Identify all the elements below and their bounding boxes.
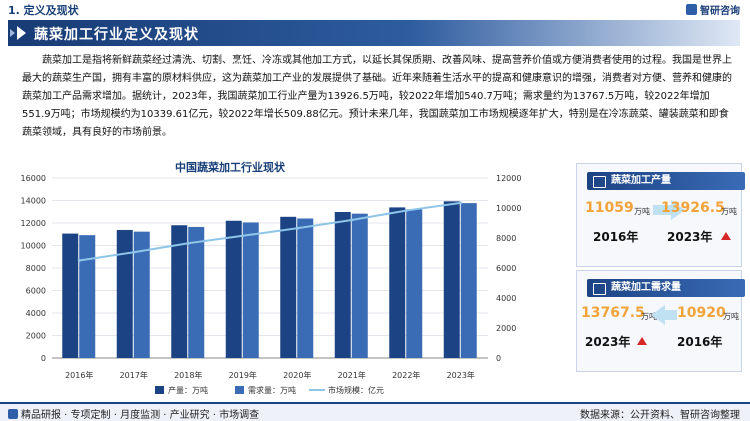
- y-left-tick-label: 4000: [26, 309, 46, 318]
- point-market-size: [350, 218, 354, 222]
- y-right-tick-label: 8000: [496, 234, 516, 243]
- x-tick-label: 2018年: [174, 370, 202, 380]
- y-left-tick-label: 8000: [26, 264, 46, 273]
- panel-demand: 蔬菜加工需求量 13767.5 万吨 10920 万吨 2023年 2016年: [576, 270, 745, 372]
- legend-swatch: [235, 386, 244, 394]
- chart-icon: [593, 283, 606, 295]
- bar-demand: [188, 226, 205, 358]
- legend-label: 市场规模：亿元: [328, 385, 384, 395]
- title-bar: 蔬菜加工行业定义及现状: [8, 20, 740, 46]
- demand-from-year: 2023年: [585, 335, 631, 349]
- production-to-year: 2023年: [667, 230, 713, 244]
- y-left-tick-label: 6000: [26, 287, 46, 296]
- point-market-size: [77, 259, 81, 262]
- bar-demand: [133, 231, 150, 358]
- production-2016-value: 11059: [585, 200, 634, 216]
- up-arrow-icon: [637, 337, 647, 345]
- bar-production: [171, 225, 188, 358]
- brand-icon: [8, 408, 18, 419]
- y-left-tick-label: 2000: [26, 332, 46, 341]
- section-label: 1. 定义及现状: [8, 4, 79, 17]
- legend-swatch: [155, 386, 164, 394]
- footer-bar: 精品研报 · 专项定制 · 月度监测 · 产业研究 · 市场调查 数据来源：公开…: [0, 402, 750, 421]
- y-right-tick-label: 4000: [496, 294, 516, 303]
- point-market-size: [132, 250, 136, 254]
- y-right-tick-label: 10000: [496, 204, 521, 213]
- arrow-left-icon: [651, 305, 677, 325]
- footer-source: 数据来源：公开资料、智研咨询整理: [580, 410, 740, 421]
- top-bar: 1. 定义及现状 智研咨询: [0, 0, 750, 20]
- bar-production: [116, 229, 133, 358]
- bar-demand: [297, 218, 314, 358]
- x-tick-label: 2020年: [283, 370, 311, 380]
- panel-demand-title: 蔬菜加工需求量: [587, 279, 745, 297]
- x-tick-label: 2016年: [65, 370, 93, 380]
- arrow-right-icon: [653, 200, 685, 220]
- panel-production-title: 蔬菜加工产量: [587, 172, 745, 190]
- bar-demand: [242, 222, 259, 358]
- bar-production: [334, 211, 351, 358]
- legend-label: 产量：万吨: [168, 385, 208, 395]
- point-market-size: [241, 234, 245, 238]
- demand-2023-value: 13767.5: [581, 305, 645, 321]
- point-market-size: [295, 226, 299, 230]
- production-2023-unit: 万吨: [721, 207, 737, 216]
- legend-label: 需求量：万吨: [248, 385, 296, 395]
- x-tick-label: 2023年: [447, 370, 475, 380]
- x-tick-label: 2021年: [338, 370, 366, 380]
- production-2016-unit: 万吨: [634, 207, 650, 216]
- production-2023-value: 13926.5: [661, 200, 725, 216]
- page-title: 蔬菜加工行业定义及现状: [34, 27, 199, 43]
- chart-icon: [593, 176, 606, 188]
- x-tick-label: 2019年: [229, 370, 257, 380]
- chart-title: 中国蔬菜加工行业现状: [175, 161, 285, 174]
- point-market-size: [186, 241, 190, 245]
- bar-demand: [460, 203, 477, 358]
- up-arrow-icon: [721, 232, 731, 240]
- y-right-tick-label: 6000: [496, 264, 516, 273]
- description-paragraph: 蔬菜加工是指将新鲜蔬菜经过清洗、切割、烹饪、冷冻或其他加工方式，以延长其保质期、…: [22, 55, 732, 138]
- bar-production: [62, 233, 79, 358]
- brand-icon: [686, 4, 697, 15]
- brand-logo: 智研咨询: [686, 2, 740, 17]
- panel-production: 蔬菜加工产量 11059 万吨 13926.5 万吨 2016年 2023年: [576, 163, 745, 267]
- y-left-tick-label: 12000: [21, 219, 46, 228]
- line-market-size: [79, 201, 461, 262]
- bar-production: [280, 216, 297, 358]
- bar-demand: [406, 209, 423, 358]
- arrow-small-icon: [10, 29, 15, 37]
- y-left-tick-label: 0: [41, 354, 46, 363]
- demand-to-year: 2016年: [677, 335, 723, 349]
- y-right-tick-label: 12000: [496, 174, 521, 183]
- footer-services: 精品研报 · 专项定制 · 月度监测 · 产业研究 · 市场调查: [8, 406, 259, 421]
- y-left-tick-label: 10000: [21, 242, 46, 251]
- demand-2016-unit: 万吨: [723, 312, 739, 321]
- bar-line-chart: 0 2000 4000 6000 8000 10000 12000 14000 16000 0 20…: [21, 174, 522, 395]
- bar-production: [443, 201, 460, 358]
- point-market-size: [459, 201, 463, 205]
- bar-demand: [351, 213, 368, 358]
- y-right-tick-label: 0: [496, 354, 501, 363]
- demand-2023-unit: 万吨: [641, 312, 657, 321]
- y-right-tick-label: 2000: [496, 324, 516, 333]
- x-tick-label: 2022年: [392, 370, 420, 380]
- x-tick-label: 2017年: [120, 370, 148, 380]
- brand-name: 智研咨询: [700, 6, 740, 17]
- arrow-icon: [17, 26, 26, 40]
- production-from-year: 2016年: [593, 230, 639, 244]
- point-market-size: [404, 209, 408, 213]
- bar-production: [389, 207, 406, 358]
- y-left-tick-label: 14000: [21, 197, 46, 206]
- demand-2016-value: 10920: [677, 305, 726, 321]
- bar-production: [225, 220, 242, 358]
- y-left-tick-label: 16000: [21, 174, 46, 183]
- bar-demand: [79, 235, 96, 358]
